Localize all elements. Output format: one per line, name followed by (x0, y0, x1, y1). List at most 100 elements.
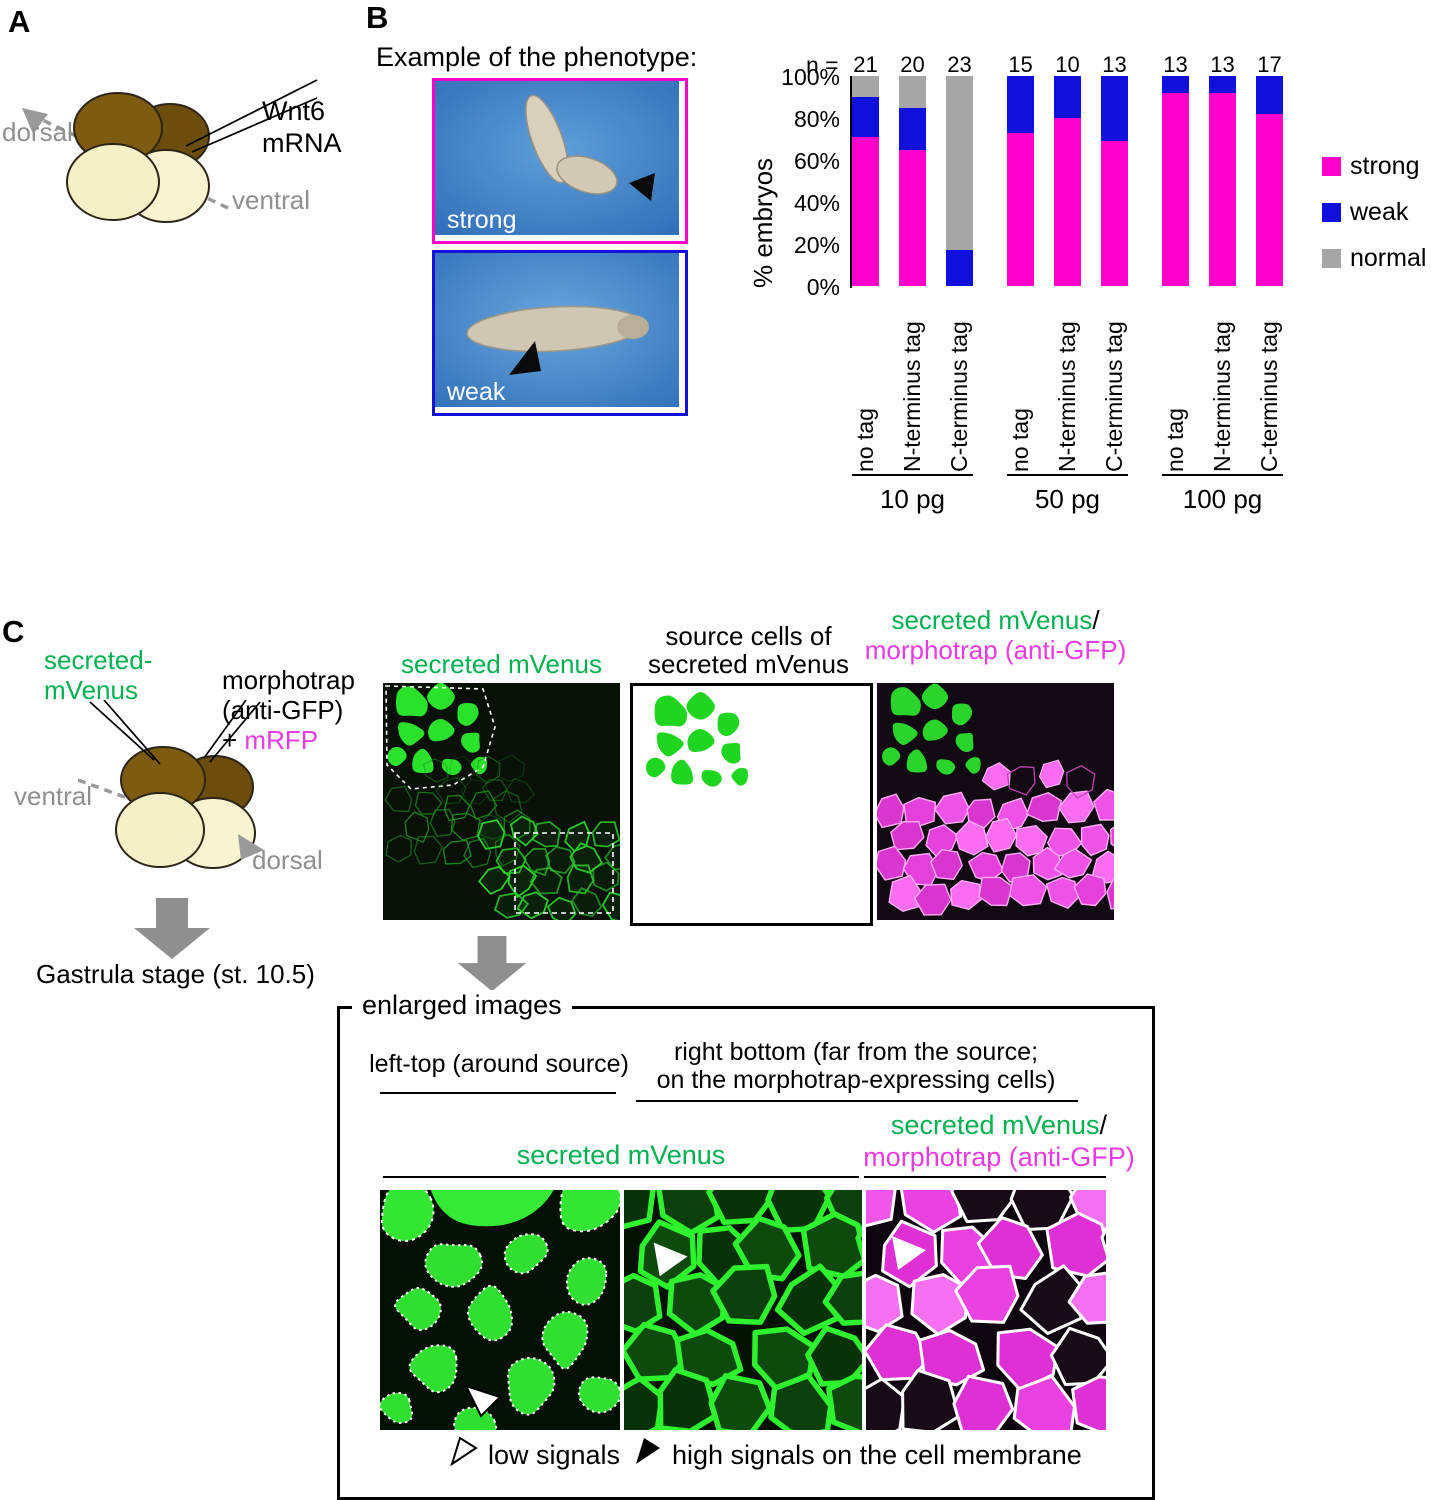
bar-segment-weak (1007, 76, 1034, 133)
panel-a-label: A (8, 4, 31, 39)
enlarged-merge-header-line2: morphotrap (anti-GFP) (863, 1142, 1135, 1172)
bar-segment-strong (1101, 141, 1128, 286)
stacked-bar (1209, 76, 1236, 286)
bar-segment-normal (946, 76, 973, 251)
chart-legend: strong weak normal (1322, 152, 1426, 290)
bar-segment-weak (1209, 76, 1236, 93)
dose-group: 15 no tag 10 N-terminus tag 13 C-terminus tag… (1007, 52, 1128, 515)
dose-group-label: 50 pg (1034, 484, 1101, 514)
legend-item-weak: weak (1322, 198, 1426, 227)
img3-title-slash: / (1092, 605, 1100, 635)
bar-N-terminus-tag: 20 N-terminus tag (899, 52, 926, 472)
down-arrow-icon (134, 898, 210, 959)
morphotrap-label-line3: + mRFP (222, 725, 319, 756)
legend-item-strong: strong (1322, 152, 1426, 181)
dorsal-label-a: dorsal (2, 117, 73, 147)
bar-segment-strong (852, 136, 879, 286)
n-count: 13 (1163, 52, 1188, 77)
x-axis-tick: no tag (852, 408, 878, 472)
n-count: 21 (853, 52, 878, 77)
y-axis: 100% 80% 60% 40% 20% 0% (781, 64, 844, 300)
stacked-bar (1101, 76, 1128, 286)
mrfp-label: mRFP (244, 725, 319, 755)
legend-label: normal (1350, 244, 1427, 272)
bar-no-tag: 13 no tag (1162, 52, 1189, 472)
bar-segment-weak (852, 97, 879, 137)
morphotrap-label-line1: morphotrap (222, 665, 355, 695)
enlarged-merge-image (866, 1190, 1106, 1430)
merge-header-slash: / (1099, 1110, 1108, 1140)
plus-sign: + (222, 725, 245, 755)
x-axis-tick: no tag (1162, 408, 1188, 472)
img3-title-line2: morphotrap (anti-GFP) (864, 635, 1127, 665)
x-axis-tick: C-terminus tag (946, 321, 972, 472)
embryo-injection-diagram-a (22, 79, 318, 223)
legend-swatch (1322, 157, 1341, 176)
secreted-mvenus-label-line1: secreted- (44, 645, 153, 675)
enlarged-right-column-header-line1: right bottom (far from the source; (673, 1038, 1039, 1066)
merge-header-underline (864, 1176, 1106, 1178)
img2-title-line1: source cells of (665, 621, 832, 651)
dose-group-label: 100 pg (1182, 484, 1263, 514)
enlarged-mvenus-header: secreted mVenus (516, 1140, 726, 1170)
y-axis-line (850, 76, 852, 288)
n-count: 13 (1102, 52, 1127, 77)
high-signal-arrowhead-icon (636, 1438, 660, 1464)
phenotype-arrowhead-icon (629, 173, 655, 201)
secreted-mvenus-label-line2: mVenus (44, 675, 138, 705)
dorsal-arrowhead-icon (22, 108, 48, 134)
legend-swatch (1322, 203, 1341, 222)
dorsal-arrowhead-icon (238, 834, 264, 860)
x-axis-tick: C-terminus tag (1101, 321, 1127, 472)
injection-needle-icon (89, 701, 155, 761)
morphotrap-label-line2: (anti-GFP) (222, 695, 344, 725)
n-count: 15 (1008, 52, 1033, 77)
x-axis-tick: C-terminus tag (1256, 321, 1282, 472)
bar-segment-weak (1256, 76, 1283, 114)
caption-low-signals: low signals (488, 1440, 621, 1470)
bar-segment-strong (1209, 92, 1236, 286)
bar-N-terminus-tag: 10 N-terminus tag (1054, 52, 1081, 472)
bar-segment-weak (899, 107, 926, 150)
ventral-label-a: ventral (232, 185, 311, 215)
bar-C-terminus-tag: 23 C-terminus tag (946, 52, 973, 472)
x-axis-tick: N-terminus tag (1054, 321, 1080, 472)
y-axis-title: % embryos (748, 157, 778, 288)
phenotype-example-title: Example of the phenotype: (376, 42, 698, 72)
legend-swatch (1322, 249, 1341, 268)
dose-group-label: 10 pg (879, 484, 946, 514)
bar-segment-normal (852, 76, 879, 98)
mvenus-header-underline (383, 1176, 859, 1178)
bar-segment-strong (1256, 113, 1283, 286)
bar-segment-normal (899, 76, 926, 108)
y-axis-tick: 40% (793, 190, 840, 216)
bar-segment-weak (946, 250, 973, 286)
stacked-bar (1054, 76, 1081, 286)
low-signal-arrowhead-icon (450, 1436, 478, 1466)
y-axis-tick: 60% (793, 148, 840, 174)
dose-group-line (1162, 474, 1283, 476)
left-column-underline (380, 1092, 616, 1094)
phenotype-bar-chart: % embryos n = 100% 80% 60% 40% 20% 0% 21 no ta… (748, 52, 1435, 572)
stacked-bar (899, 76, 926, 286)
strong-phenotype-photo: strong (432, 78, 688, 244)
enlarged-merge-header-line1: secreted mVenus/ (856, 1110, 1142, 1141)
n-count: 10 (1055, 52, 1080, 77)
dorsal-label-c: dorsal (252, 845, 323, 875)
down-arrow-icon (457, 936, 527, 992)
legend-item-normal: normal (1322, 244, 1426, 273)
bar-segment-strong (1007, 132, 1034, 286)
merge-header-green: secreted mVenus (890, 1110, 1100, 1140)
bar-no-tag: 15 no tag (1007, 52, 1034, 472)
secreted-mvenus-image (383, 683, 620, 920)
weak-phenotype-photo: weak (432, 250, 688, 416)
ventral-label-c: ventral (14, 781, 93, 811)
wnt6-label-line2: mRNA (262, 128, 342, 158)
n-count: 20 (900, 52, 925, 77)
weak-embryo-image (435, 253, 679, 407)
weak-label: weak (447, 378, 506, 406)
legend-label: strong (1350, 152, 1420, 180)
n-count: 17 (1257, 52, 1282, 77)
legend-label: weak (1350, 198, 1409, 226)
x-axis-tick: no tag (1007, 408, 1033, 472)
